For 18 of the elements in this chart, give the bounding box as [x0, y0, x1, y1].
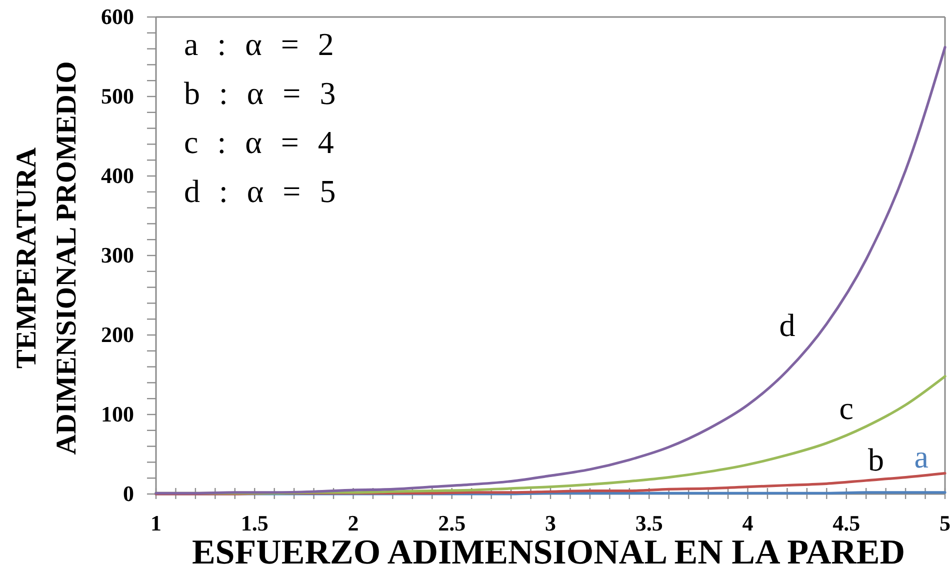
y-axis-title: TEMPERATURA ADIMENSIONAL PROMEDIO [12, 61, 82, 455]
y-tick-label: 600 [101, 4, 134, 30]
series-label: b [868, 442, 884, 478]
series-label: a [914, 438, 928, 474]
y-tick-label: 500 [101, 84, 134, 109]
y-tick-label: 400 [101, 163, 134, 188]
annotation: b : α = 3 [184, 75, 336, 111]
y-tick-label: 0 [123, 481, 134, 506]
y-tick-label: 200 [101, 322, 134, 348]
x-tick-label: 5 [940, 510, 950, 536]
y-tick-label: 100 [101, 402, 134, 427]
series-label: c [839, 390, 854, 426]
annotation: d : α = 5 [184, 173, 336, 209]
series-label: d [779, 306, 796, 343]
y-tick-label: 300 [101, 242, 134, 268]
annotation: a : α = 2 [184, 26, 334, 62]
annotation: c : α = 4 [184, 124, 334, 160]
x-tick-label: 1 [150, 510, 162, 536]
